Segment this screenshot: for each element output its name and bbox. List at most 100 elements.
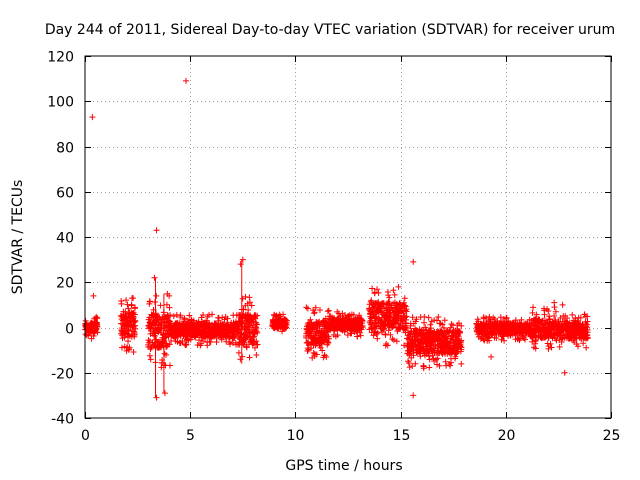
data-point xyxy=(170,313,177,320)
data-point xyxy=(235,327,242,334)
data-point xyxy=(391,291,398,298)
data-point xyxy=(370,332,377,339)
data-point xyxy=(303,304,310,311)
data-point xyxy=(433,317,440,324)
data-point xyxy=(254,312,261,319)
data-point xyxy=(410,352,417,359)
data-point xyxy=(563,315,570,322)
x-tick-label: 25 xyxy=(603,428,621,444)
data-point xyxy=(166,292,173,299)
data-point xyxy=(533,311,540,318)
data-point xyxy=(243,344,250,351)
data-point xyxy=(580,340,587,347)
data-point-outlier xyxy=(239,256,246,263)
data-point xyxy=(516,335,523,342)
data-point xyxy=(326,335,333,342)
data-point xyxy=(390,287,397,294)
data-point xyxy=(584,329,591,336)
data-point xyxy=(126,344,133,351)
data-point xyxy=(161,350,168,357)
data-point xyxy=(323,353,330,360)
data-point xyxy=(400,299,407,306)
data-point xyxy=(90,333,97,340)
data-point xyxy=(181,316,188,323)
data-point xyxy=(246,299,253,306)
data-point xyxy=(558,335,565,342)
y-tick-label: 120 xyxy=(47,50,74,66)
y-axis-title: SDTVAR / TECUs xyxy=(10,180,26,295)
data-point xyxy=(498,336,505,343)
data-point xyxy=(250,338,257,345)
data-point xyxy=(128,302,135,309)
data-point-outlier xyxy=(559,301,566,308)
data-point xyxy=(403,325,410,332)
data-point xyxy=(325,339,332,346)
data-point xyxy=(413,316,420,323)
data-point xyxy=(146,298,153,305)
data-point xyxy=(187,336,194,343)
data-point xyxy=(547,340,554,347)
data-point xyxy=(157,302,164,309)
data-point xyxy=(480,336,487,343)
data-point xyxy=(166,362,173,369)
data-point xyxy=(556,343,563,350)
data-point xyxy=(551,312,558,319)
data-point xyxy=(455,333,462,340)
y-tick-label: 80 xyxy=(56,141,74,157)
data-point xyxy=(146,352,153,359)
data-point xyxy=(584,324,591,331)
data-point xyxy=(246,294,253,301)
data-point xyxy=(163,301,170,308)
data-point xyxy=(316,307,323,314)
data-point xyxy=(584,318,591,325)
data-point xyxy=(373,331,380,338)
data-point-outlier xyxy=(410,258,417,265)
data-point xyxy=(382,331,389,338)
grid-lines xyxy=(85,56,611,418)
data-point xyxy=(402,314,409,321)
data-point xyxy=(421,313,428,320)
data-point xyxy=(304,305,311,312)
data-point xyxy=(522,336,529,343)
x-tick-label: 0 xyxy=(81,428,90,444)
data-point xyxy=(417,353,424,360)
data-point xyxy=(307,316,314,323)
data-point xyxy=(254,329,261,336)
data-point xyxy=(569,311,576,318)
data-point-outlier xyxy=(90,292,97,299)
data-point xyxy=(357,332,364,339)
data-point xyxy=(417,331,424,338)
data-point xyxy=(209,311,216,318)
data-point xyxy=(384,342,391,349)
y-tick-label: 40 xyxy=(56,231,74,247)
data-point-outlier xyxy=(488,353,495,360)
data-point xyxy=(458,360,465,367)
data-point xyxy=(486,313,493,320)
data-point xyxy=(122,308,129,315)
data-point xyxy=(313,351,320,358)
data-point xyxy=(532,338,539,345)
data-point xyxy=(395,283,402,290)
data-point xyxy=(167,312,174,319)
data-point xyxy=(94,329,101,336)
data-point-outlier xyxy=(420,365,427,372)
data-point-outlier xyxy=(151,274,158,281)
data-point xyxy=(448,359,455,366)
data-point-outlier xyxy=(153,227,160,234)
data-point xyxy=(224,315,231,322)
data-point xyxy=(179,338,186,345)
x-tick-label: 20 xyxy=(498,428,516,444)
data-point xyxy=(447,362,454,369)
data-point xyxy=(425,353,432,360)
data-point xyxy=(371,289,378,296)
data-series-sdtvar xyxy=(82,77,591,401)
data-point-outlier xyxy=(153,394,160,401)
data-point xyxy=(132,304,139,311)
data-point xyxy=(147,356,154,363)
data-point-outlier xyxy=(410,392,417,399)
chart-title: Day 244 of 2011, Sidereal Day-to-day VTE… xyxy=(45,22,615,38)
data-point xyxy=(497,314,504,321)
data-point-outlier xyxy=(182,77,189,84)
data-point xyxy=(245,307,252,314)
data-point xyxy=(200,311,207,318)
